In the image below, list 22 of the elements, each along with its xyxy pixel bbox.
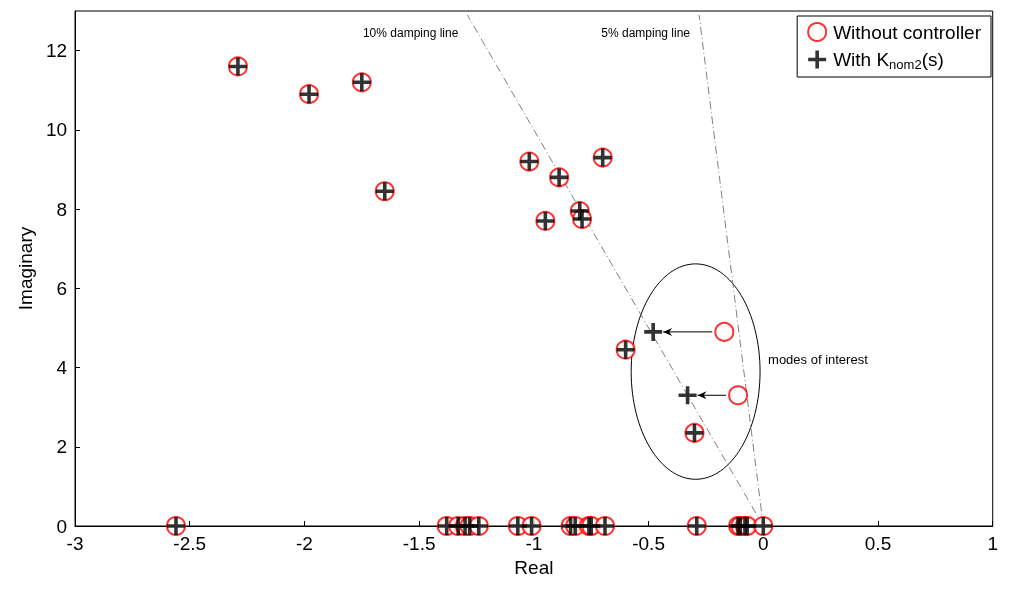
legend-label: Without controller <box>833 21 982 43</box>
series-label: 5% damping line <box>601 25 691 40</box>
y-tick-label: 10 <box>45 119 68 141</box>
x-tick-label: -2.5 <box>173 533 207 554</box>
x-tick-label: -2 <box>296 533 313 554</box>
y-tick-label: 0 <box>56 515 68 537</box>
x-tick-label: 1 <box>987 533 999 554</box>
x-tick-label: -1 <box>525 533 543 554</box>
x-tick-label: 0.5 <box>864 533 892 554</box>
x-tick-label: 0 <box>758 533 769 554</box>
annotation: modes of interest <box>768 352 869 368</box>
y-tick-label: 12 <box>45 40 68 62</box>
y-tick-label: 8 <box>56 198 68 220</box>
x-tick-label: -3 <box>66 533 84 554</box>
y-tick-label: 4 <box>56 357 68 379</box>
y-tick-label: 2 <box>56 436 68 458</box>
x-tick-label: -1.5 <box>402 533 436 554</box>
y-axis-title: Imaginary <box>15 226 36 311</box>
x-axis-title: Real <box>514 556 554 578</box>
y-tick-label: 6 <box>56 277 68 299</box>
x-tick-label: -0.5 <box>632 533 665 554</box>
series-label: 10% damping line <box>362 25 459 40</box>
